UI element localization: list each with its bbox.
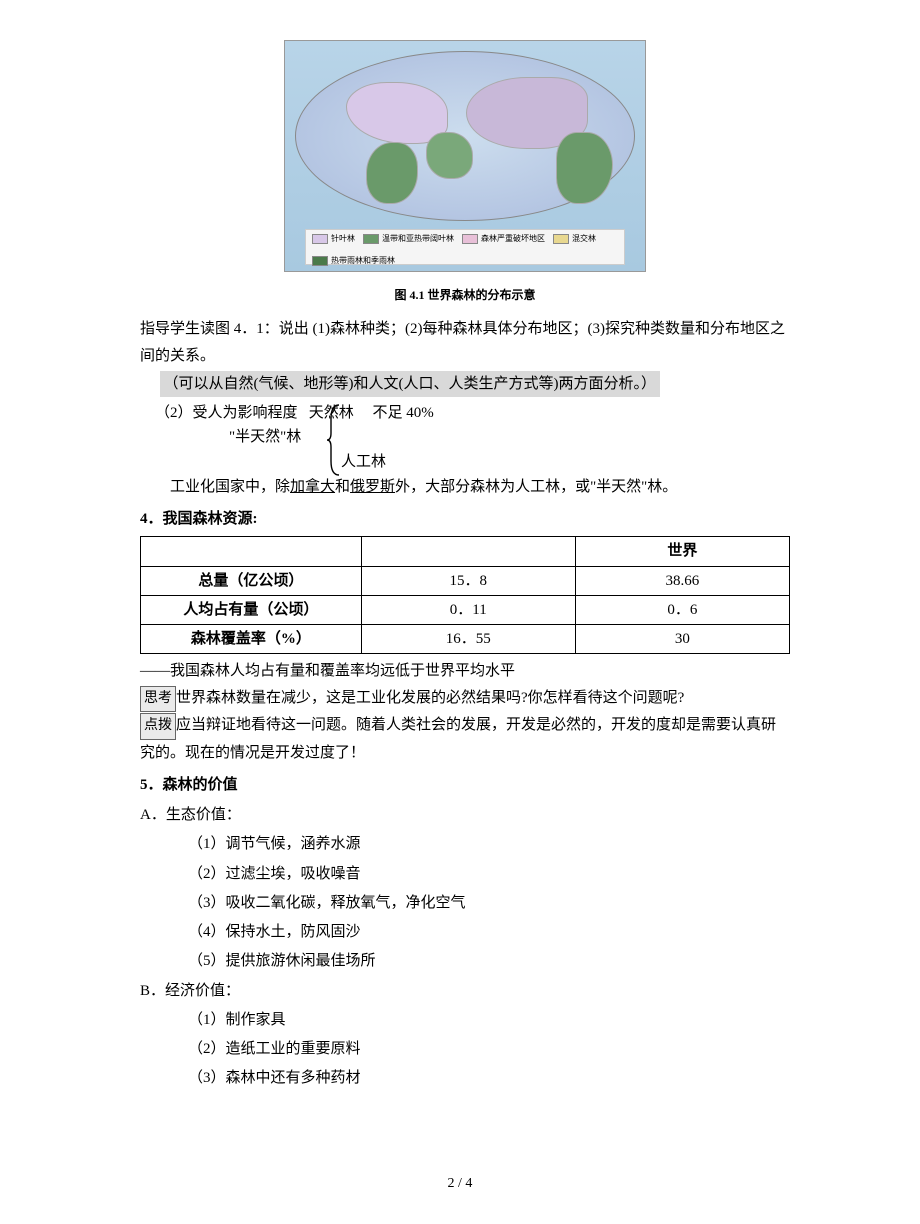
dianbo-tag: 点拨 — [140, 713, 176, 740]
underline-canada: 加拿大 — [290, 479, 335, 495]
cell-china: 15．8 — [361, 566, 575, 595]
list-item: （1）调节气候，涵养水源 — [188, 831, 790, 857]
forest-resources-table: 世界 总量（亿公顷） 15．8 38.66 人均占有量（公顷） 0．11 0．6… — [140, 536, 790, 654]
section-4-title: 4．我国森林资源: — [140, 506, 790, 532]
cell-china: 16．55 — [361, 625, 575, 654]
influence-label: （2）受人为影响程度 — [155, 405, 298, 421]
industrial-countries-paragraph: 工业化国家中，除加拿大和俄罗斯外，大部分森林为人工林，或"半天然"林。 — [140, 474, 790, 500]
list-item: （3）森林中还有多种药材 — [188, 1065, 790, 1091]
map-image-placeholder: 针叶林 温带和亚热带阔叶林 森林严重破坏地区 混交林 热带雨林和季雨林 — [284, 40, 646, 272]
landmass-shape — [426, 132, 473, 179]
influence-row3: 人工林 — [155, 450, 790, 474]
think-paragraph: 思考世界森林数量在减少，这是工业化发展的必然结果吗?你怎样看待这个问题呢? — [140, 685, 790, 713]
left-brace-icon — [327, 403, 341, 477]
cell-world: 38.66 — [575, 566, 789, 595]
page-number: 2 / 4 — [0, 1172, 920, 1197]
row-label: 森林覆盖率（%） — [141, 625, 362, 654]
list-item: （5）提供旅游休闲最佳场所 — [188, 948, 790, 974]
influence-row1-right: 不足 40% — [373, 405, 434, 421]
underline-russia: 俄罗斯 — [350, 479, 395, 495]
cell-world: 30 — [575, 625, 789, 654]
cell-world: 0．6 — [575, 595, 789, 624]
analysis-hint-highlight: （可以从自然(气候、地形等)和人文(人口、人类生产方式等)两方面分析。） — [160, 371, 660, 397]
row-label: 人均占有量（公顷） — [141, 595, 362, 624]
landmass-shape — [556, 132, 613, 204]
legend-item: 温带和亚热带阔叶林 — [382, 232, 454, 246]
legend-item: 针叶林 — [331, 232, 355, 246]
think-tag: 思考 — [140, 686, 176, 713]
intro-paragraph: 指导学生读图 4．1：说出 (1)森林种类；(2)每种森林具体分布地区；(3)探… — [140, 316, 790, 369]
value-a-list: （1）调节气候，涵养水源 （2）过滤尘埃，吸收噪音 （3）吸收二氧化碳，释放氧气… — [188, 831, 790, 974]
map-globe-oval — [295, 51, 635, 221]
table-row: 人均占有量（公顷） 0．11 0．6 — [141, 595, 790, 624]
landmass-shape — [366, 142, 418, 204]
influence-bracket-block: （2）受人为影响程度 天然林 不足 40% "半天然"林 人工林 — [155, 401, 790, 474]
legend-item: 森林严重破坏地区 — [481, 232, 545, 246]
list-item: （1）制作家具 — [188, 1007, 790, 1033]
table-header-row: 世界 — [141, 537, 790, 566]
map-caption: 图 4.1 世界森林的分布示意 — [140, 285, 790, 306]
table-row: 森林覆盖率（%） 16．55 30 — [141, 625, 790, 654]
section-5-title: 5．森林的价值 — [140, 772, 790, 798]
dianbo-text: 应当辩证地看待这一问题。随着人类社会的发展，开发是必然的，开发的度却是需要认真研… — [140, 716, 776, 761]
value-a-label: A．生态价值： — [140, 802, 790, 828]
dianbo-paragraph: 点拨应当辩证地看待这一问题。随着人类社会的发展，开发是必然的，开发的度却是需要认… — [140, 712, 790, 766]
map-legend: 针叶林 温带和亚热带阔叶林 森林严重破坏地区 混交林 热带雨林和季雨林 — [305, 229, 625, 265]
list-item: （3）吸收二氧化碳，释放氧气，净化空气 — [188, 890, 790, 916]
table-header-world: 世界 — [575, 537, 789, 566]
table-row: 总量（亿公顷） 15．8 38.66 — [141, 566, 790, 595]
table-note: ——我国森林人均占有量和覆盖率均远低于世界平均水平 — [140, 658, 790, 684]
document-page: 针叶林 温带和亚热带阔叶林 森林严重破坏地区 混交林 热带雨林和季雨林 图 4.… — [0, 0, 920, 1224]
row-label: 总量（亿公顷） — [141, 566, 362, 595]
cell-china: 0．11 — [361, 595, 575, 624]
legend-item: 热带雨林和季雨林 — [331, 254, 395, 268]
world-forest-map-figure: 针叶林 温带和亚热带阔叶林 森林严重破坏地区 混交林 热带雨林和季雨林 图 4.… — [140, 40, 790, 306]
legend-item: 混交林 — [572, 232, 596, 246]
think-text: 世界森林数量在减少，这是工业化发展的必然结果吗?你怎样看待这个问题呢? — [176, 690, 684, 706]
list-item: （2）造纸工业的重要原料 — [188, 1036, 790, 1062]
list-item: （4）保持水土，防风固沙 — [188, 919, 790, 945]
value-b-label: B．经济价值： — [140, 978, 790, 1004]
table-header-china — [361, 537, 575, 566]
list-item: （2）过滤尘埃，吸收噪音 — [188, 861, 790, 887]
value-b-list: （1）制作家具 （2）造纸工业的重要原料 （3）森林中还有多种药材 — [188, 1007, 790, 1092]
table-header-blank — [141, 537, 362, 566]
influence-row2: "半天然"林 — [155, 425, 790, 449]
